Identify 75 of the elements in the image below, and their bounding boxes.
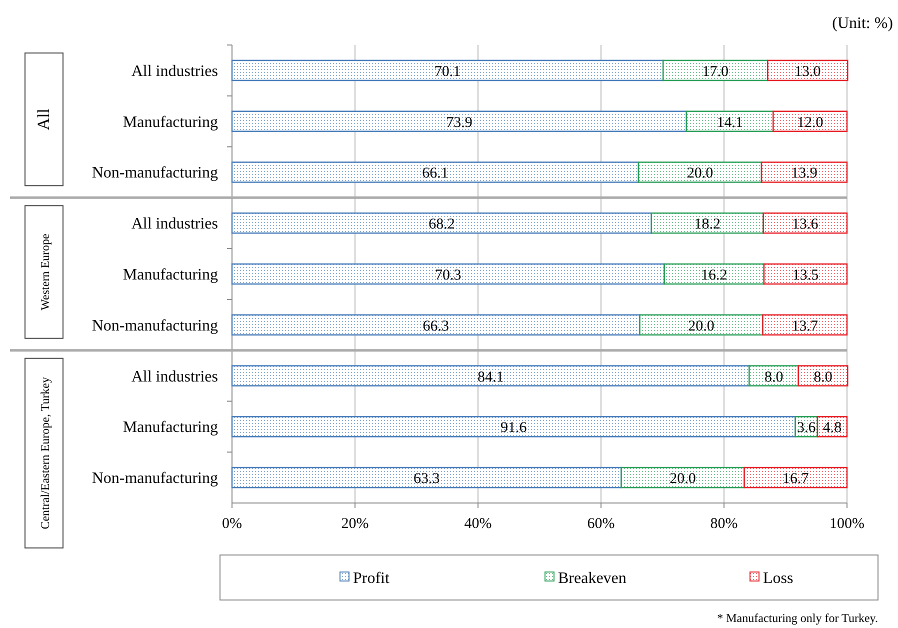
y-tick-label: Manufacturing	[122, 266, 218, 284]
data-label: 17.0	[702, 64, 729, 80]
data-label: 13.5	[792, 268, 819, 284]
x-tick-label: 60%	[587, 516, 615, 532]
bar	[231, 314, 640, 336]
bar	[664, 263, 765, 285]
bar	[662, 60, 768, 82]
data-label: 18.2	[694, 216, 721, 233]
data-label: 20.0	[686, 166, 714, 182]
legend-label: Loss	[763, 570, 794, 587]
bar	[231, 162, 640, 183]
data-label: 13.0	[794, 64, 821, 80]
data-label: 3.6	[797, 420, 816, 436]
bar	[744, 466, 848, 488]
chart-subtitle: (Unit: %)	[832, 15, 893, 32]
x-tick-label: 0%	[222, 516, 242, 532]
y-tick-label: Non-manufacturing	[92, 470, 218, 488]
x-tick-label: 40%	[464, 516, 492, 532]
bar	[231, 60, 664, 82]
data-label: 4.8	[822, 420, 842, 436]
bar	[620, 466, 745, 488]
data-label: 63.3	[414, 471, 440, 488]
data-label: 13.7	[792, 318, 818, 334]
data-label: 8.0	[764, 369, 784, 386]
data-label: 84.1	[477, 369, 504, 386]
data-label: 8.0	[814, 369, 832, 386]
text: Central/Eastern Europe, Turkey	[38, 376, 52, 530]
y-tick-label: Manufacturing	[122, 419, 218, 436]
bar	[231, 416, 796, 438]
y-tick-label: Manufacturing	[122, 114, 218, 131]
data-label: 73.9	[446, 114, 472, 131]
data-label: 20.0	[670, 471, 696, 488]
bar	[762, 212, 848, 234]
data-label: 91.6	[500, 420, 528, 436]
bar	[748, 365, 800, 386]
bar	[767, 60, 848, 82]
y-tick-label: All industries	[131, 216, 218, 233]
data-label: 12.0	[796, 114, 824, 131]
bar	[772, 110, 848, 132]
text: All	[34, 108, 53, 130]
legend-label: Profit	[353, 570, 390, 587]
x-tick-label: 80%	[710, 516, 738, 532]
bar	[760, 162, 848, 183]
data-label: 66.1	[422, 166, 448, 182]
bar	[231, 466, 622, 488]
bar	[686, 110, 774, 132]
data-label: 14.1	[716, 114, 743, 131]
data-label: 13.6	[792, 216, 819, 233]
data-label: 13.9	[791, 166, 818, 182]
bar	[231, 110, 688, 132]
bar	[231, 212, 652, 234]
y-tick-label: All industries	[131, 368, 218, 386]
bar	[650, 212, 764, 234]
bar	[762, 314, 848, 336]
data-label: 66.3	[422, 318, 449, 334]
text: * Manufacturing only for Turkey.	[717, 611, 878, 625]
y-tick-label: Non-manufacturing	[92, 317, 218, 334]
bar	[638, 162, 762, 183]
bar	[798, 365, 848, 386]
data-label: 70.3	[435, 268, 462, 284]
text: Western Europe	[38, 234, 52, 310]
x-tick-label: 20%	[341, 516, 369, 532]
bar	[231, 263, 665, 285]
data-label: 68.2	[428, 216, 455, 233]
bar	[639, 314, 764, 336]
data-label: 20.0	[688, 318, 714, 334]
bar	[763, 263, 848, 285]
bar	[231, 365, 750, 386]
data-label: 70.1	[434, 64, 461, 80]
y-tick-label: All industries	[131, 62, 218, 80]
y-tick-label: Non-manufacturing	[92, 164, 218, 182]
data-label: 16.2	[701, 268, 728, 284]
data-label: 16.7	[782, 471, 810, 488]
legend-label: Breakeven	[558, 570, 626, 587]
x-tick-label: 100%	[830, 516, 864, 532]
